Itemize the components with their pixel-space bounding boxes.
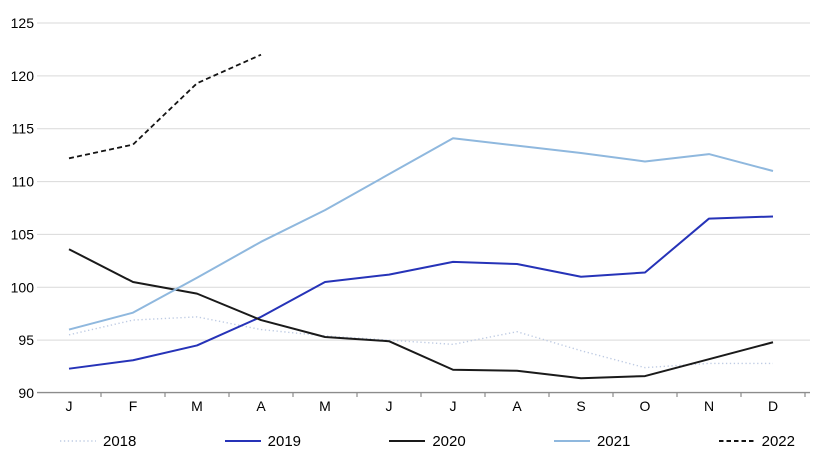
y-tick-label: 125 [11, 15, 35, 31]
x-tick-label: N [704, 398, 714, 414]
legend-label-2018: 2018 [103, 432, 137, 450]
legend-label-2021: 2021 [596, 432, 631, 450]
y-tick-label: 115 [12, 121, 35, 137]
y-tick-label: 105 [11, 226, 35, 242]
x-tick-label: S [576, 398, 585, 414]
series-line-2018 [68, 316, 773, 369]
y-tick-label: 120 [11, 68, 35, 84]
y-tick-label: 110 [12, 174, 35, 190]
series-line-2021 [68, 137, 774, 331]
x-tick-label: O [640, 398, 651, 414]
x-tick-label: A [256, 398, 266, 414]
legend-item-2019: 2019 [224, 432, 302, 450]
x-tick-label: A [512, 398, 522, 414]
legend-swatch-2018 [60, 440, 96, 442]
series-line-2022 [68, 53, 262, 160]
x-tick-label: J [66, 398, 73, 414]
legend-label-2022: 2022 [761, 432, 795, 450]
x-tick-label: D [768, 398, 778, 414]
y-tick-label: 90 [18, 385, 34, 401]
y-tick-label: 100 [11, 279, 35, 295]
legend-item-2022: 2022 [718, 432, 795, 450]
legend-label-2020: 2020 [432, 432, 466, 450]
series-line-2020 [68, 248, 774, 380]
y-tick-label: 95 [18, 332, 34, 348]
x-tick-label: F [129, 398, 138, 414]
legend-item-2021: 2021 [553, 432, 631, 450]
legend-item-2018: 2018 [60, 434, 136, 449]
legend: 2018 2019 2020 2021 2022 [0, 424, 820, 458]
legend-item-2020: 2020 [389, 432, 466, 450]
x-tick-label: J [386, 398, 393, 414]
x-tick-label: M [191, 398, 203, 414]
legend-swatch-2020 [389, 440, 426, 442]
x-tick-label: M [319, 398, 331, 414]
legend-label-2019: 2019 [267, 432, 302, 450]
legend-swatch-2022 [718, 440, 755, 442]
line-chart: 90 95 100 105 110 115 120 125 J F M A M J J A S O N D [11, 15, 810, 414]
x-tick-label: J [450, 398, 457, 414]
series-line-2019 [68, 215, 774, 370]
legend-swatch-2019 [224, 440, 261, 442]
legend-swatch-2021 [553, 440, 590, 442]
